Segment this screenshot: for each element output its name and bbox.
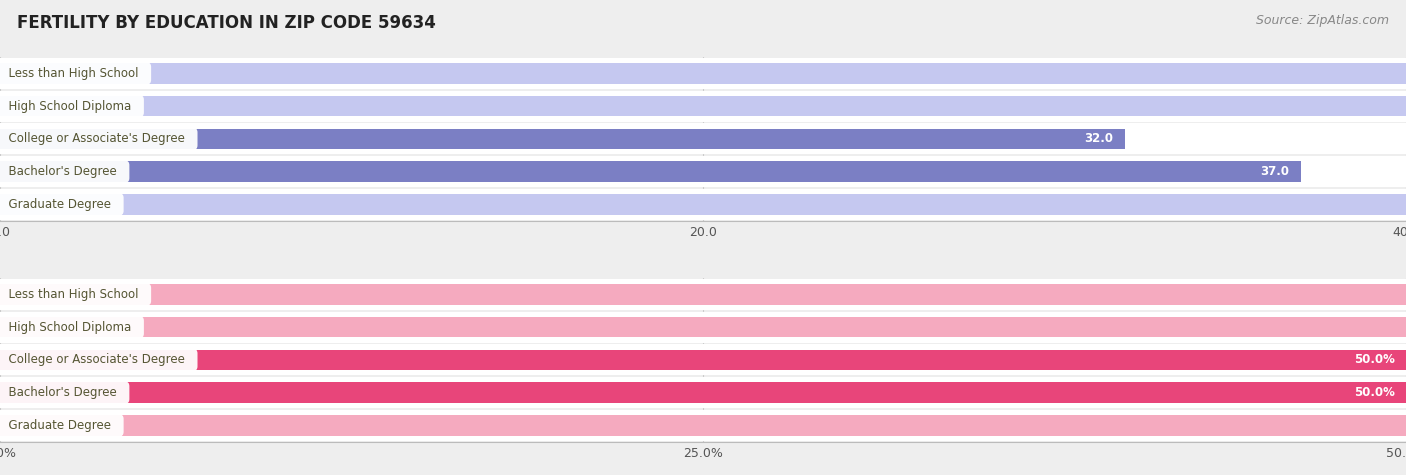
Bar — [0, 415, 1406, 436]
Text: Graduate Degree: Graduate Degree — [1, 198, 120, 211]
Bar — [0, 344, 1406, 375]
Text: 50.0%: 50.0% — [1354, 353, 1395, 366]
Bar — [0, 410, 1406, 441]
Text: 37.0: 37.0 — [1260, 165, 1289, 178]
Text: Bachelor's Degree: Bachelor's Degree — [1, 165, 125, 178]
Text: Graduate Degree: Graduate Degree — [1, 419, 120, 432]
Text: College or Associate's Degree: College or Associate's Degree — [1, 353, 193, 366]
Bar — [0, 96, 1406, 116]
Bar — [0, 194, 1406, 215]
Bar — [0, 350, 1406, 370]
Bar — [0, 312, 1406, 342]
Bar — [0, 58, 1406, 89]
Text: Bachelor's Degree: Bachelor's Degree — [1, 386, 125, 399]
Bar — [0, 377, 1406, 408]
Text: 32.0: 32.0 — [1084, 133, 1114, 145]
Text: Source: ZipAtlas.com: Source: ZipAtlas.com — [1256, 14, 1389, 27]
Bar — [0, 279, 1406, 310]
Bar — [0, 189, 1406, 220]
Bar — [0, 124, 1406, 154]
Bar — [0, 317, 1406, 337]
Bar — [0, 382, 1406, 403]
Text: FERTILITY BY EDUCATION IN ZIP CODE 59634: FERTILITY BY EDUCATION IN ZIP CODE 59634 — [17, 14, 436, 32]
Text: High School Diploma: High School Diploma — [1, 321, 139, 333]
Text: 50.0%: 50.0% — [1354, 386, 1395, 399]
Bar — [0, 156, 1406, 187]
Bar — [0, 63, 1406, 84]
Bar — [0, 129, 1125, 149]
Text: Less than High School: Less than High School — [1, 67, 146, 80]
Bar — [0, 162, 1301, 182]
Text: Less than High School: Less than High School — [1, 288, 146, 301]
Bar — [0, 91, 1406, 122]
Text: High School Diploma: High School Diploma — [1, 100, 139, 113]
Text: College or Associate's Degree: College or Associate's Degree — [1, 133, 193, 145]
Bar — [0, 284, 1406, 304]
